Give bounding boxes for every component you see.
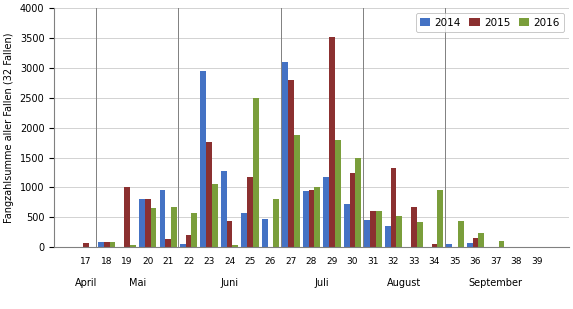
Bar [186, 235, 191, 247]
Bar [165, 239, 171, 247]
Bar [364, 220, 370, 247]
Bar [221, 171, 227, 247]
Bar [458, 221, 464, 247]
Bar [282, 62, 288, 247]
Bar [329, 37, 335, 247]
Bar [323, 177, 329, 247]
Bar [98, 243, 104, 247]
Bar [335, 140, 340, 247]
Bar [201, 71, 206, 247]
Bar [344, 204, 350, 247]
Bar [376, 211, 382, 247]
Bar [212, 184, 218, 247]
Y-axis label: Fangzahlsumme aller Fallen (32 Fallen): Fangzahlsumme aller Fallen (32 Fallen) [4, 32, 14, 223]
Bar [145, 199, 151, 247]
Bar [431, 244, 437, 247]
Bar [499, 241, 504, 247]
Bar [180, 243, 186, 247]
Bar [350, 172, 355, 247]
Bar [151, 208, 156, 247]
Bar [370, 211, 376, 247]
Bar [467, 243, 473, 247]
Bar [391, 168, 397, 247]
Bar [478, 234, 484, 247]
Bar [437, 190, 443, 247]
Bar [206, 142, 212, 247]
Bar [294, 135, 300, 247]
Bar [417, 222, 422, 247]
Bar [159, 190, 165, 247]
Bar [124, 188, 130, 247]
Bar [83, 243, 89, 247]
Bar [262, 219, 268, 247]
Bar [109, 243, 115, 247]
Text: Juni: Juni [221, 278, 238, 288]
Bar [385, 226, 391, 247]
Bar [273, 199, 279, 247]
Legend: 2014, 2015, 2016: 2014, 2015, 2016 [416, 13, 564, 32]
Bar [315, 187, 320, 247]
Text: August: August [387, 278, 421, 288]
Bar [104, 243, 109, 247]
Text: April: April [75, 278, 97, 288]
Bar [288, 80, 294, 247]
Bar [309, 190, 315, 247]
Bar [253, 98, 258, 247]
Bar [171, 207, 176, 247]
Bar [473, 238, 478, 247]
Text: September: September [469, 278, 523, 288]
Text: Mai: Mai [129, 278, 146, 288]
Bar [303, 191, 309, 247]
Bar [411, 207, 417, 247]
Bar [130, 245, 136, 247]
Bar [139, 199, 145, 247]
Bar [446, 243, 452, 247]
Bar [355, 158, 361, 247]
Bar [247, 177, 253, 247]
Bar [227, 221, 233, 247]
Bar [397, 216, 402, 247]
Bar [191, 213, 197, 247]
Bar [241, 213, 247, 247]
Text: Juli: Juli [315, 278, 329, 288]
Bar [233, 245, 238, 247]
